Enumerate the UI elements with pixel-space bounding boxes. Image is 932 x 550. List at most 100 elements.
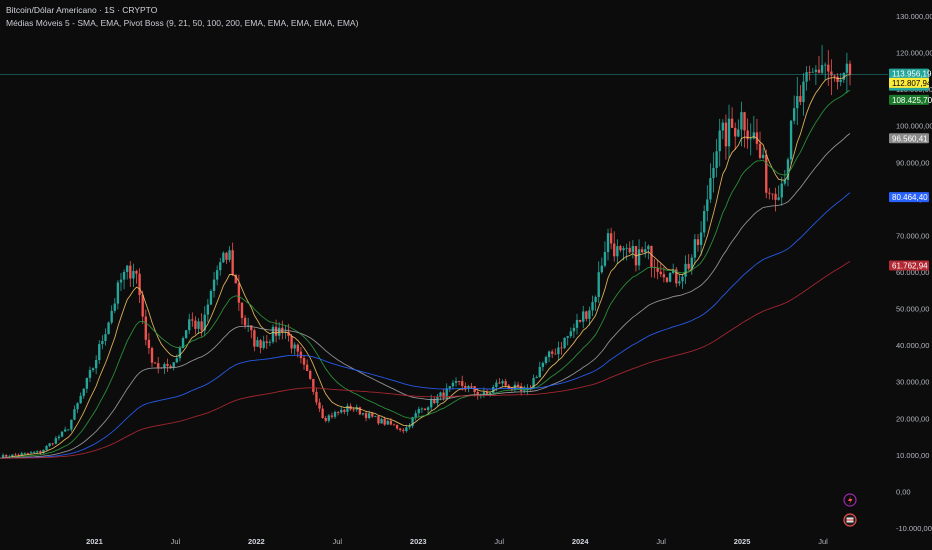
candle	[814, 65, 818, 85]
candle	[547, 350, 551, 363]
candle	[408, 423, 411, 430]
candle	[671, 263, 675, 275]
price-tag-value: 96.560,41	[892, 134, 928, 143]
candle	[609, 227, 613, 250]
candle	[457, 380, 461, 386]
candle	[246, 317, 250, 333]
candle	[768, 188, 771, 200]
y-tick-label: 50.000,00	[896, 305, 929, 314]
x-tick-label: 2023	[410, 537, 427, 546]
candle	[749, 123, 752, 156]
indicator-title[interactable]: Médias Móveis 5 - SMA, EMA, Pivot Boss (…	[6, 18, 359, 28]
candle	[802, 73, 805, 116]
candle	[91, 367, 95, 373]
candle	[538, 361, 541, 378]
candle	[417, 406, 420, 417]
candle	[209, 289, 213, 306]
candle	[625, 243, 628, 261]
candle	[79, 392, 82, 404]
candle	[582, 305, 585, 329]
candle	[98, 340, 101, 364]
candle	[824, 62, 827, 81]
candle	[122, 269, 126, 290]
candle	[752, 115, 756, 140]
candle	[600, 257, 604, 274]
candle	[510, 387, 514, 392]
candle	[172, 362, 175, 371]
alert-icon[interactable]	[843, 493, 857, 507]
y-tick-label: 60.000,00	[896, 268, 929, 277]
candle	[340, 406, 343, 414]
candle	[392, 423, 396, 426]
candle	[724, 114, 728, 160]
candle	[771, 193, 774, 200]
x-tick-label: 2024	[572, 537, 590, 546]
y-tick-label: 40.000,00	[896, 341, 929, 350]
candle	[268, 339, 272, 347]
candle	[88, 366, 92, 383]
candle	[85, 377, 89, 393]
y-tick-label: 10.000,00	[896, 451, 929, 460]
candle	[668, 271, 672, 283]
candle	[414, 410, 417, 421]
y-tick-label: 0,00	[896, 487, 911, 496]
candle	[73, 405, 76, 421]
candle	[129, 261, 132, 287]
candlestick-series	[1, 45, 852, 459]
candle	[597, 261, 600, 304]
candle	[734, 122, 737, 150]
candle	[557, 341, 560, 361]
candle	[451, 380, 455, 390]
candle	[578, 319, 582, 323]
ema-100-line	[0, 192, 851, 459]
candle	[194, 316, 197, 335]
candle	[399, 427, 402, 432]
x-tick-label: Jul	[818, 537, 828, 546]
candle	[746, 118, 749, 149]
candle	[606, 228, 610, 261]
candle	[628, 241, 631, 254]
candle	[256, 336, 259, 347]
y-tick-label: 130.000,00	[896, 12, 932, 21]
candle	[737, 119, 740, 138]
candle	[712, 152, 715, 193]
candle	[265, 335, 268, 349]
candle	[805, 66, 808, 91]
candle	[259, 338, 262, 354]
candle	[423, 408, 427, 411]
candle	[715, 139, 718, 178]
candle	[743, 111, 746, 148]
candle	[575, 313, 579, 335]
candle	[619, 244, 622, 253]
candle	[377, 416, 380, 426]
candle	[516, 381, 520, 389]
flag-icon[interactable]	[843, 513, 857, 527]
x-axis[interactable]: 2021 Jul 2022 Jul 2023 Jul 2024 Jul 2025 Jul	[86, 537, 828, 546]
candle	[563, 337, 566, 350]
candle	[498, 377, 501, 384]
candle	[796, 76, 799, 126]
price-tag-value: 112.807,94	[892, 79, 932, 88]
candle	[454, 377, 458, 387]
symbol-title[interactable]: Bitcoin/Dólar Americano · 1S · CRYPTO	[6, 5, 158, 15]
candle	[640, 246, 644, 254]
x-tick-label: Jul	[494, 537, 504, 546]
candle	[250, 325, 253, 339]
candle	[554, 348, 557, 355]
candle	[783, 170, 787, 186]
candle	[644, 241, 647, 258]
candle	[830, 59, 833, 96]
candle	[730, 107, 734, 129]
candle	[675, 266, 678, 288]
candle	[290, 333, 293, 354]
candle	[780, 176, 783, 206]
candle	[153, 361, 157, 364]
candle	[594, 295, 597, 311]
candle	[811, 67, 814, 73]
candle	[411, 416, 414, 429]
candle	[14, 452, 17, 457]
candle	[191, 312, 194, 327]
candle	[703, 205, 706, 238]
candle	[48, 442, 51, 448]
